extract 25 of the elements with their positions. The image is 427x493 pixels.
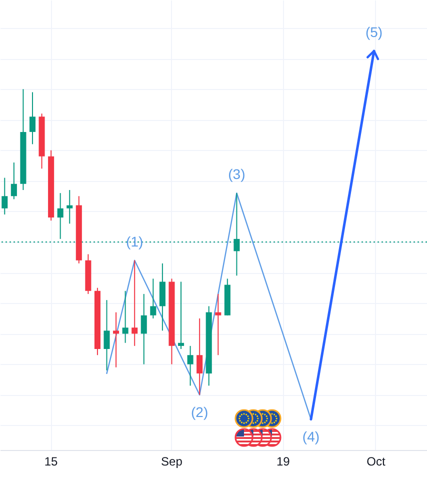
annotation: (3) [228,166,246,182]
x-tick-label: Oct [366,454,386,468]
candlestick [150,278,156,319]
candlestick [29,92,36,145]
x-tick-label: 19 [276,454,290,468]
candlestick [187,345,194,386]
candlestick [178,281,184,350]
x-tick-label: 15 [44,454,58,468]
candlestick [234,192,240,276]
candlestick [66,190,73,224]
annotation: (4) [302,428,320,444]
candlestick [113,312,120,368]
candlestick [2,177,8,215]
annotation: (2) [191,404,208,420]
candlestick [196,318,203,396]
candlestick [132,260,138,346]
candlestick [10,162,17,200]
x-tick-label: Sep [161,454,183,468]
candlestick [215,293,222,356]
annotation: (1) [126,233,144,250]
candlestick [57,192,64,240]
candlestick [122,290,128,344]
candlestick [104,300,110,371]
candlestick [140,293,147,365]
text: (5) [365,24,383,40]
